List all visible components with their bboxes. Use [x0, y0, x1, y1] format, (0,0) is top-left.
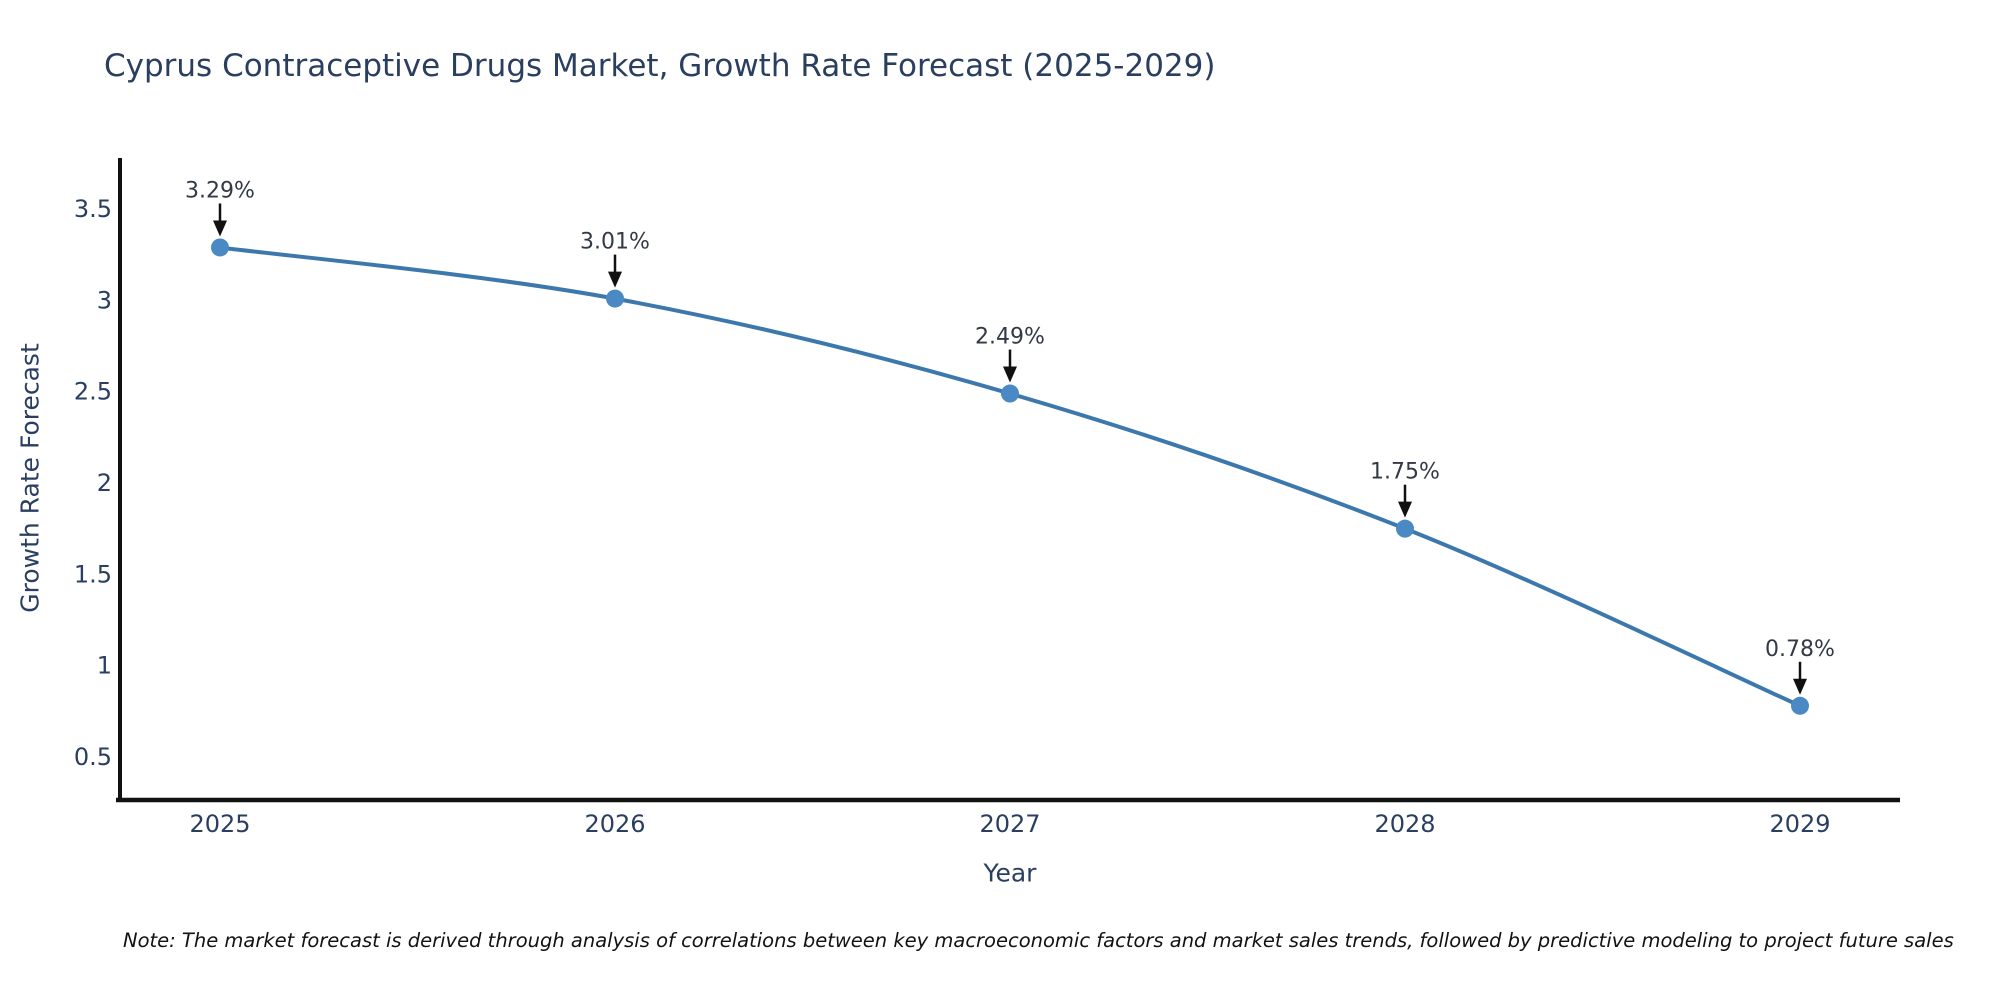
data-point-label: 3.01% [580, 230, 650, 255]
chart-title: Cyprus Contraceptive Drugs Market, Growt… [104, 48, 1216, 84]
data-point-label: 3.29% [185, 178, 255, 203]
data-point-label: 0.78% [1765, 637, 1835, 662]
y-axis-title: Growth Rate Forecast [15, 343, 45, 613]
forecast-line [219, 245, 1801, 708]
annotation-arrowhead [1793, 678, 1807, 695]
annotation-arrowhead [1003, 366, 1017, 383]
y-tick-label: 2.5 [74, 378, 112, 406]
y-tick-label: 3.5 [74, 195, 112, 223]
data-point-label: 1.75% [1370, 460, 1440, 485]
annotation-arrowhead [608, 271, 622, 288]
data-point-marker[interactable] [1396, 519, 1414, 538]
annotation-arrowhead [1398, 501, 1412, 518]
x-tick-label: 2025 [189, 810, 250, 838]
y-tick-label: 3 [97, 286, 112, 314]
data-point-marker[interactable] [606, 289, 624, 308]
y-tick-label: 2 [97, 469, 112, 497]
x-tick-label: 2026 [584, 810, 645, 838]
x-tick-label: 2029 [1769, 810, 1830, 838]
x-axis-title: Year [983, 858, 1037, 888]
x-tick-label: 2027 [979, 810, 1040, 838]
data-point-marker[interactable] [1001, 384, 1019, 403]
y-tick-label: 1 [97, 652, 112, 680]
x-tick-label: 2028 [1374, 810, 1435, 838]
data-point-marker[interactable] [211, 238, 229, 257]
annotation-arrowhead [213, 220, 227, 237]
y-tick-label: 0.5 [74, 743, 112, 771]
footnote: Note: The market forecast is derived thr… [123, 929, 1954, 952]
data-point-label: 2.49% [975, 325, 1045, 350]
data-point-marker[interactable] [1791, 696, 1809, 715]
y-tick-label: 1.5 [74, 560, 112, 588]
